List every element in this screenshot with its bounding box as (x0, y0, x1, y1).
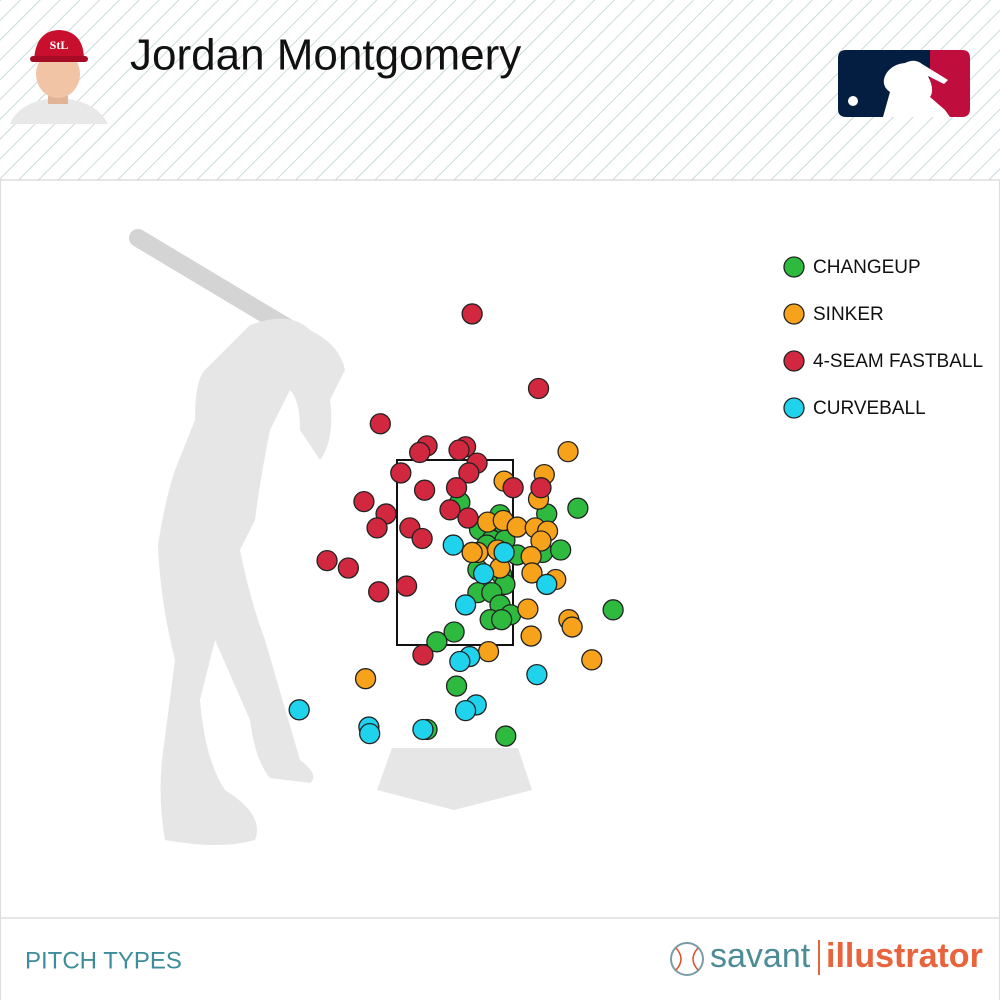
legend-swatch (783, 350, 805, 372)
legend-swatch (783, 303, 805, 325)
pitch-dot (412, 644, 434, 666)
pitch-dot (536, 573, 558, 596)
home-plate (377, 748, 532, 810)
pitch-dot (472, 563, 495, 585)
pitch-dot (426, 631, 448, 653)
pitch-dot (353, 490, 375, 513)
pitch-dot (449, 650, 471, 673)
pitch-dot (461, 303, 483, 325)
header-bg (0, 0, 1000, 180)
pitch-dot (454, 700, 477, 722)
pitch-dot (442, 534, 464, 556)
pitch-dot (443, 621, 465, 643)
mlb-logo (838, 50, 970, 117)
brand-left: savant (710, 937, 811, 975)
pitch-dot (493, 541, 515, 564)
pitch-dot (495, 725, 517, 747)
legend-swatch (783, 397, 805, 419)
pitch-dot (445, 675, 468, 697)
pitch-dot (602, 599, 624, 621)
pitch-dot (412, 718, 434, 741)
pitch-dot (490, 609, 513, 631)
footer-label: PITCH TYPES (25, 947, 182, 974)
pitch-dot (448, 439, 470, 461)
pitch-dot (527, 377, 550, 400)
pitch-dot (288, 699, 310, 721)
pitch-dot (411, 527, 433, 550)
pitch-dot (395, 575, 418, 597)
pitch-dot (390, 462, 412, 484)
legend-label: 4-SEAM FASTBALL (813, 351, 983, 372)
player-photo: StL (10, 30, 108, 124)
pitch-dot (461, 541, 483, 564)
pitch-dot (561, 616, 583, 638)
pitch-dot (409, 441, 431, 464)
pitch-dot (520, 625, 542, 647)
pitch-dot (530, 530, 552, 552)
pitch-dot (445, 477, 468, 499)
pitch-dot (502, 477, 524, 499)
pitch-dot (316, 550, 338, 572)
pitch-dot (530, 477, 552, 499)
brand-right: illustrator (826, 937, 983, 975)
legend-label: SINKER (813, 304, 884, 325)
legend: CHANGEUP SINKER 4-SEAM FASTBALL CURVEBALL (783, 256, 983, 419)
batter-silhouette (129, 229, 345, 846)
pitch-dot (454, 594, 477, 616)
pitch-dot (477, 640, 500, 663)
pitch-dot (567, 497, 589, 519)
pitch-dot (557, 440, 579, 463)
legend-swatch (783, 256, 805, 278)
pitch-dot (439, 499, 461, 521)
pitch-dot (413, 479, 436, 501)
pitch-dot (458, 462, 480, 484)
pitch-dot (581, 649, 603, 671)
pitch-dot (517, 598, 539, 620)
legend-label: CURVEBALL (813, 398, 926, 419)
pitch-dot (550, 539, 572, 561)
pitch-marks (288, 303, 624, 747)
pitch-dot (359, 722, 381, 745)
pitch-dot (366, 517, 388, 539)
pitch-dot (506, 516, 528, 538)
pitch-dot (526, 663, 548, 686)
chart-title: Jordan Montgomery (130, 31, 521, 80)
pitch-dot (354, 668, 377, 690)
pitch-dot (337, 557, 360, 579)
pitch-dot (521, 562, 543, 584)
savant-ball (670, 942, 704, 976)
pitch-dot (368, 581, 390, 603)
legend-label: CHANGEUP (813, 257, 921, 278)
svg-text:StL: StL (50, 38, 69, 52)
pitch-dot (369, 413, 391, 435)
pitch-dot (457, 507, 479, 529)
